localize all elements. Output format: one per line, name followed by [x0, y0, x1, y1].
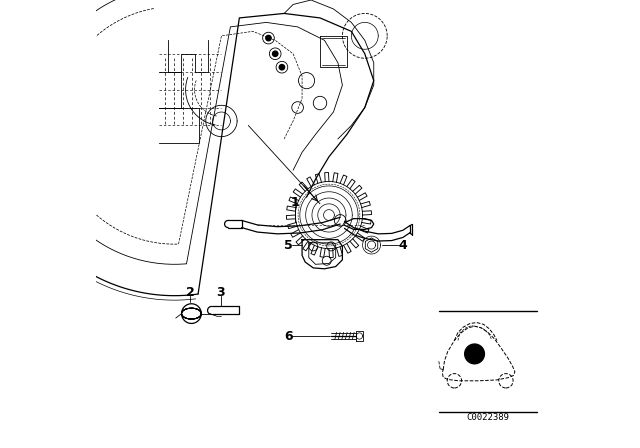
Circle shape [266, 35, 271, 41]
Text: 6: 6 [284, 329, 293, 343]
Text: 1: 1 [291, 196, 300, 209]
Text: 3: 3 [216, 285, 225, 299]
Text: C0022389: C0022389 [467, 413, 509, 422]
Text: 5: 5 [284, 238, 293, 252]
Circle shape [273, 51, 278, 56]
Text: 2: 2 [186, 285, 195, 299]
Circle shape [465, 344, 484, 364]
Text: 4: 4 [399, 238, 407, 252]
Circle shape [279, 65, 285, 70]
